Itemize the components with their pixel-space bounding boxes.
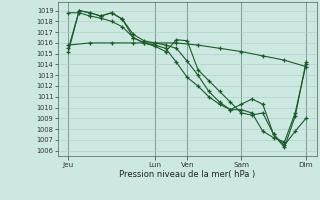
- X-axis label: Pression niveau de la mer( hPa ): Pression niveau de la mer( hPa ): [119, 170, 255, 179]
